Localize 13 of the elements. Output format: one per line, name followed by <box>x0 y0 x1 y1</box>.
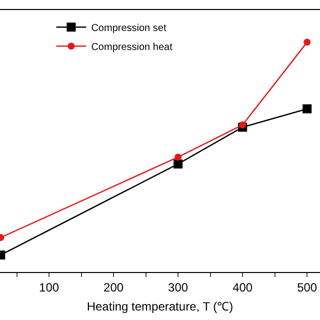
x-axis-title: Heating temperature, T (℃) <box>86 299 234 314</box>
x-tick-label: 200 <box>104 280 124 294</box>
x-tick-label: 400 <box>232 280 253 294</box>
legend-label: Compression set <box>91 23 166 34</box>
point <box>174 154 182 161</box>
x-tick-label: 300 <box>168 280 188 294</box>
x-tick-label: 500 <box>297 280 318 294</box>
legend-label: Compression heat <box>91 42 173 54</box>
point <box>239 121 246 128</box>
x-tick-label: 100 <box>39 280 60 294</box>
point <box>302 104 312 114</box>
point <box>174 159 183 168</box>
point <box>304 38 311 46</box>
